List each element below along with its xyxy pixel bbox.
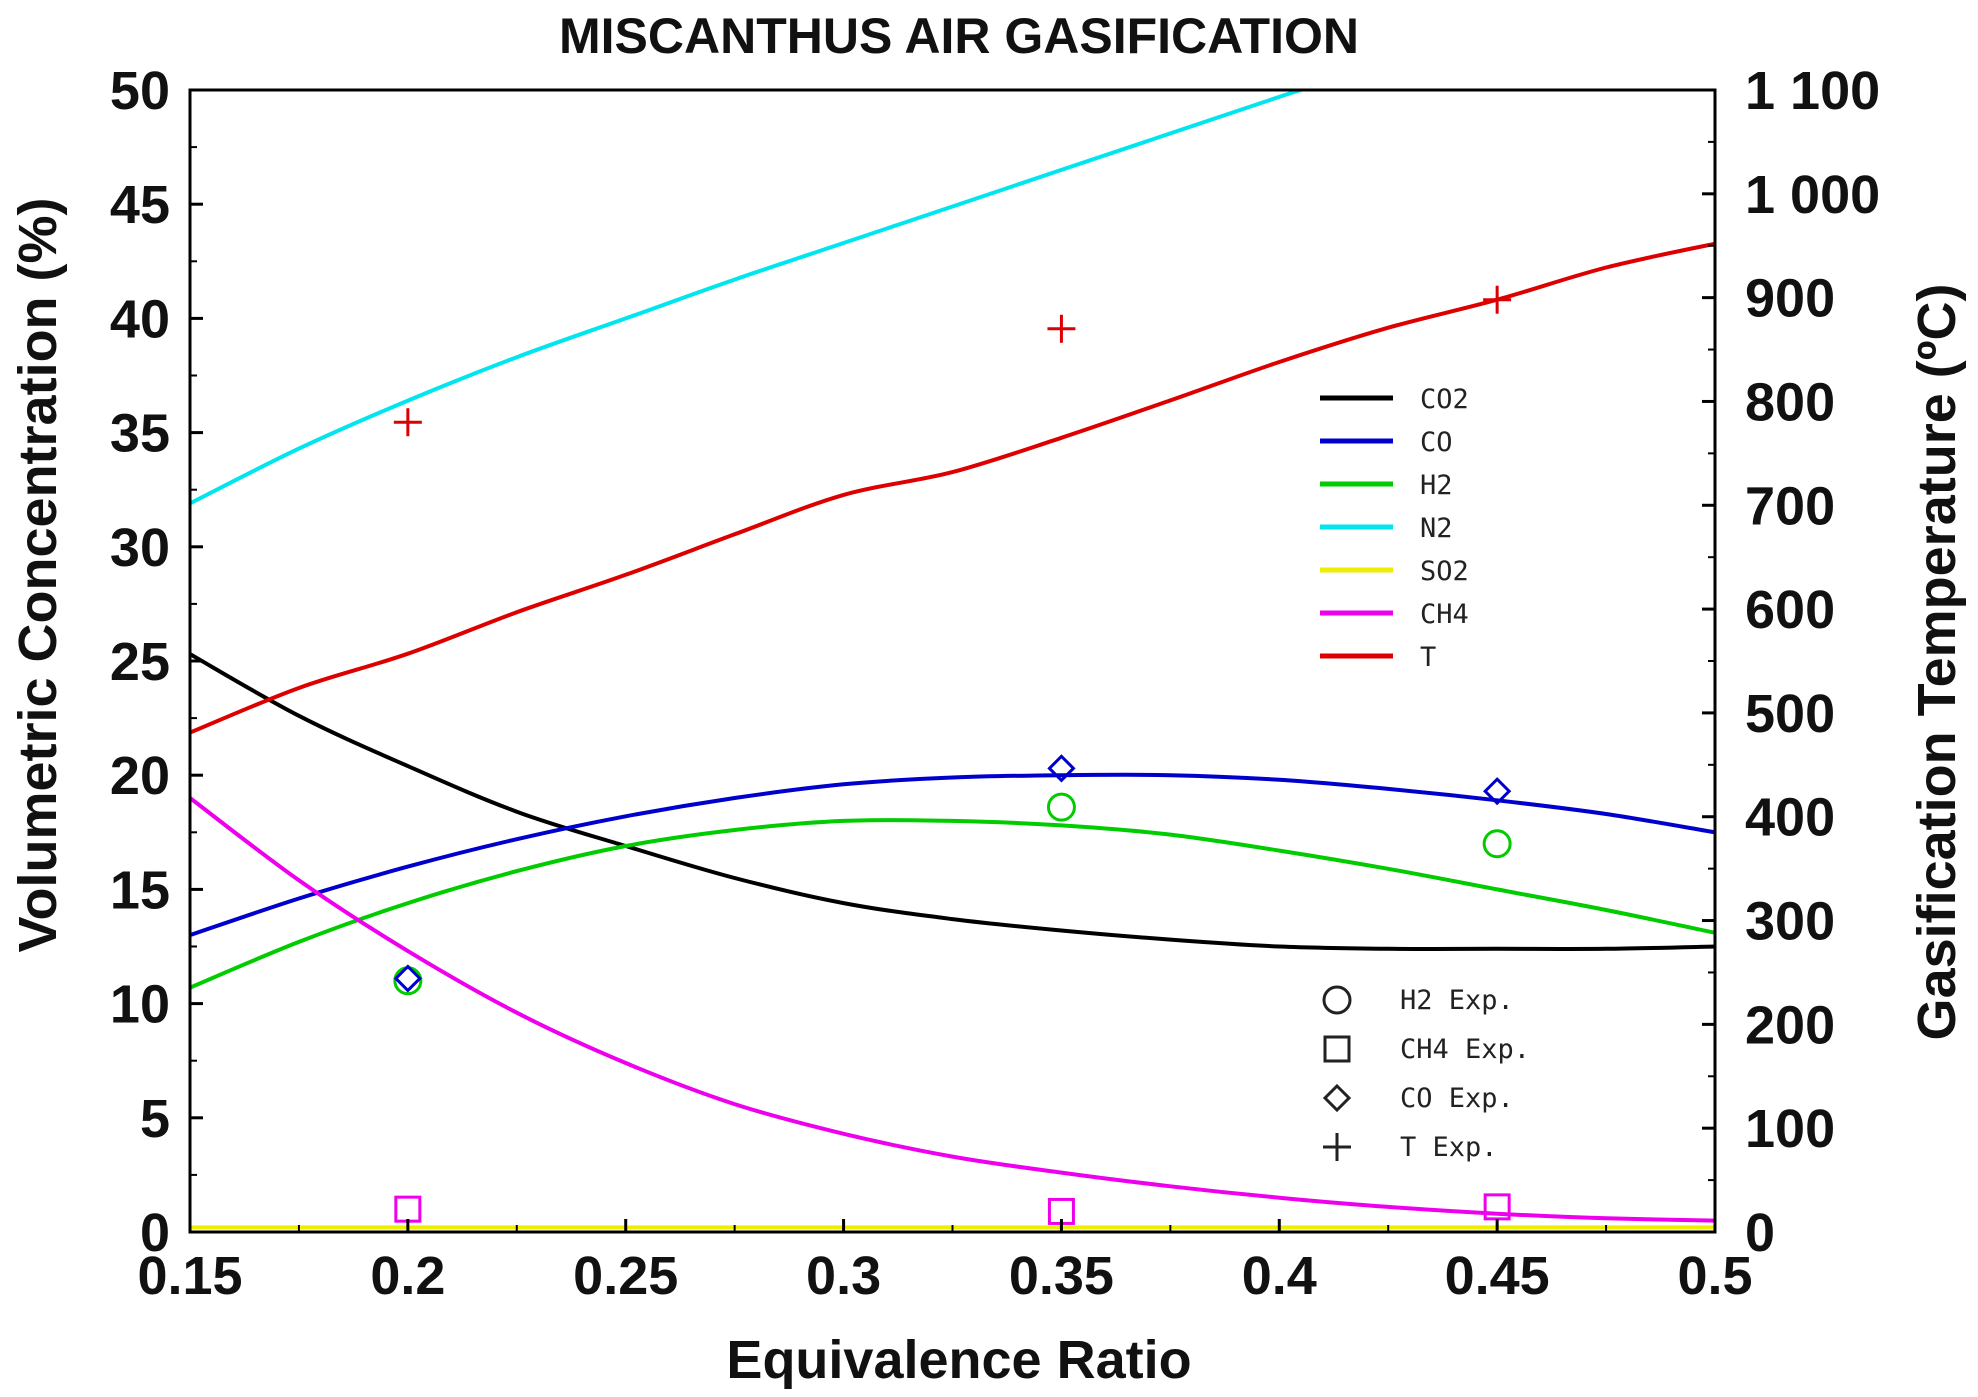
y-tick-label: 25 [110, 632, 170, 692]
legend-label-ch4: CH4 [1420, 599, 1469, 630]
series-line-co2 [190, 652, 1715, 951]
x-tick-label: 0.4 [1242, 1246, 1317, 1306]
y2-tick-label: 300 [1745, 892, 1835, 952]
legend-markers: H2 Exp. CH4 Exp. CO Exp. T Exp. [1322, 985, 1530, 1163]
legend-lines: CO2 CO H2 N2 SO2 CH4 T [1320, 384, 1469, 673]
y-axis-label: Volumetric Concentration (%) [8, 197, 68, 952]
x-tick-label: 0.3 [806, 1246, 881, 1306]
series-line-ch4 [190, 796, 1715, 1223]
point-co-exp [393, 964, 422, 993]
y2-tick-label: 1 000 [1745, 165, 1880, 225]
x-tick-label: 0.5 [1677, 1246, 1752, 1306]
y2-tick-label: 700 [1745, 476, 1835, 536]
y2-tick-label: 800 [1745, 372, 1835, 432]
series-line-co [190, 772, 1715, 937]
point-ch4-exp [1483, 1193, 1511, 1221]
point-t-exp [1483, 285, 1512, 314]
y2-tick-label: 500 [1745, 684, 1835, 744]
legend-label-h2-exp: H2 Exp. [1400, 985, 1514, 1016]
legend-label-n2: N2 [1420, 513, 1453, 544]
x-tick-label: 0.35 [1009, 1246, 1114, 1306]
point-t-exp [1047, 314, 1076, 343]
y-tick-label: 40 [110, 289, 170, 349]
series-line-t [190, 241, 1715, 735]
y-tick-label: 0 [140, 1203, 170, 1263]
legend-label-so2: SO2 [1420, 556, 1469, 587]
x-tick-label: 0.45 [1445, 1246, 1550, 1306]
point-co-exp [1483, 777, 1512, 806]
x-tick-label: 0.2 [370, 1246, 445, 1306]
y-tick-label: 15 [110, 860, 170, 920]
legend-marker-ch4-exp [1323, 1035, 1351, 1063]
x-tick-label: 0.25 [573, 1246, 678, 1306]
x-axis-label: Equivalence Ratio [726, 1330, 1191, 1390]
legend-marker-h2-exp [1322, 985, 1352, 1015]
legend-label-co-exp: CO Exp. [1400, 1083, 1514, 1114]
x-tick-label: 0.15 [137, 1246, 242, 1306]
y-tick-label: 35 [110, 404, 170, 464]
y2-tick-label: 100 [1745, 1099, 1835, 1159]
legend-label-t: T [1420, 642, 1436, 673]
right-y-axis: 0 100 200 300 400 500 600 700 800 900 1 000 1 100 [1702, 61, 1880, 1263]
legend-label-ch4-exp: CH4 Exp. [1400, 1034, 1530, 1065]
y2-axis-label: Gasification Temperature (ºC) [1907, 284, 1967, 1041]
legend-marker-co-exp [1322, 1083, 1352, 1113]
y-tick-label: 5 [140, 1089, 170, 1149]
y2-tick-label: 0 [1745, 1203, 1775, 1263]
y2-tick-label: 600 [1745, 580, 1835, 640]
legend-label-co: CO [1420, 427, 1453, 458]
y-tick-label: 50 [110, 61, 170, 121]
point-co-exp [1047, 754, 1076, 783]
point-h2-exp [1046, 792, 1076, 822]
point-h2-exp [1482, 829, 1512, 859]
y2-tick-label: 400 [1745, 788, 1835, 848]
legend-marker-t-exp [1323, 1133, 1351, 1161]
plot-frame [188, 88, 1717, 1234]
series-line-n2 [190, 90, 1302, 506]
legend-label-h2: H2 [1420, 470, 1453, 501]
legend-label-t-exp: T Exp. [1400, 1132, 1498, 1163]
series-line-h2 [190, 818, 1715, 990]
left-y-axis: 0 5 10 15 20 25 30 35 40 45 50 [110, 61, 203, 1263]
y-tick-label: 20 [110, 746, 170, 806]
y-tick-label: 45 [110, 175, 170, 235]
y2-tick-label: 900 [1745, 269, 1835, 329]
legend-label-co2: CO2 [1420, 384, 1469, 415]
chart-title: MISCANTHUS AIR GASIFICATION [559, 8, 1359, 64]
y2-tick-label: 1 100 [1745, 61, 1880, 121]
y-tick-label: 30 [110, 518, 170, 578]
y-tick-label: 10 [110, 975, 170, 1035]
y2-tick-label: 200 [1745, 995, 1835, 1055]
point-t-exp [393, 408, 422, 437]
